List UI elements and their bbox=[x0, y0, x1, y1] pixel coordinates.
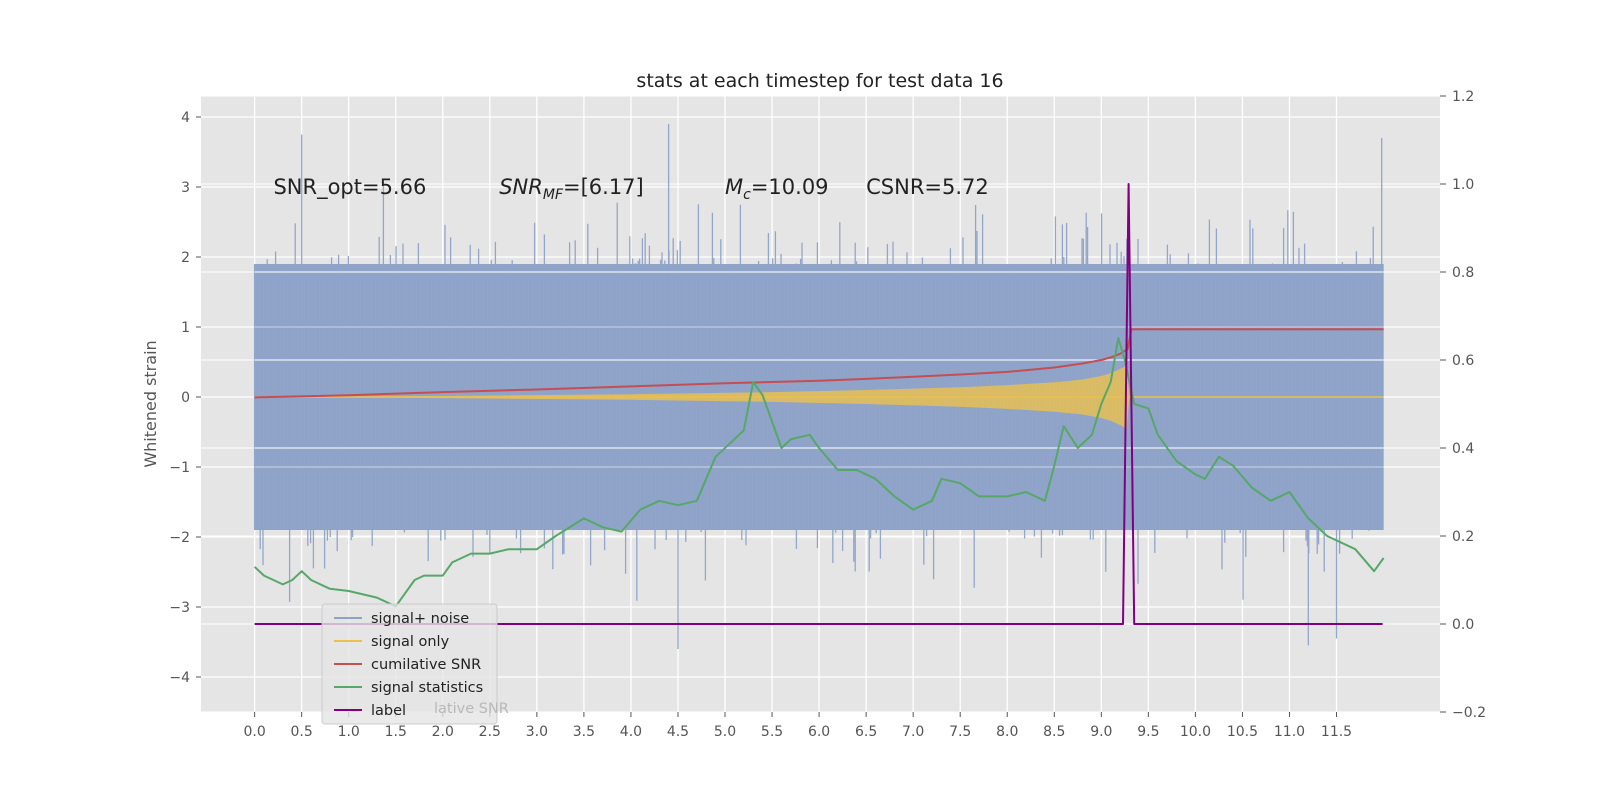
right-y-tick-label: 1.0 bbox=[1452, 177, 1474, 193]
y-tick-label: 2 bbox=[181, 250, 190, 266]
series-signal-only bbox=[254, 365, 1384, 429]
x-tick-label: 6.0 bbox=[808, 724, 830, 740]
legend-box bbox=[321, 603, 498, 725]
y-tick-label: 1 bbox=[181, 320, 190, 336]
x-tick-label: 6.5 bbox=[855, 724, 877, 740]
x-tick-label: 10.0 bbox=[1180, 724, 1211, 740]
annotation: SNRMF=[6.17] bbox=[499, 175, 644, 203]
annotation: CSNR=5.72 bbox=[866, 175, 989, 199]
x-tick-label: 2.0 bbox=[432, 724, 454, 740]
x-tick-label: 9.5 bbox=[1137, 724, 1159, 740]
right-y-tick-label: 1.2 bbox=[1452, 89, 1474, 105]
x-tick-label: 8.0 bbox=[996, 724, 1018, 740]
right-y-tick-label: 0.4 bbox=[1452, 441, 1474, 457]
right-y-tick-label: 0.8 bbox=[1452, 265, 1474, 281]
x-tick-label: 2.5 bbox=[479, 724, 501, 740]
series-cumilative-snr bbox=[254, 328, 1384, 399]
legend-label: cumilative SNR bbox=[371, 657, 481, 673]
annotations: SNR_opt=5.66 SNRMF=[6.17] Mc=10.09 CSNR=5.7… bbox=[273, 175, 988, 203]
x-tick-label: 9.0 bbox=[1090, 724, 1112, 740]
legend-label: signal only bbox=[371, 634, 450, 650]
x-tick-label: 0.0 bbox=[243, 724, 265, 740]
y-tick-label: −2 bbox=[169, 530, 190, 546]
annotation: Mc=10.09 bbox=[725, 175, 829, 203]
annotation: SNR_opt=5.66 bbox=[273, 175, 426, 200]
x-tick-label: 7.0 bbox=[902, 724, 924, 740]
y-tick-label: 4 bbox=[181, 110, 190, 126]
y-tick-label: −4 bbox=[169, 670, 190, 686]
x-tick-label: 11.5 bbox=[1321, 724, 1352, 740]
y-tick-label: 0 bbox=[181, 390, 190, 406]
right-y-tick-label: −0.2 bbox=[1452, 705, 1486, 721]
y-tick-label: 3 bbox=[181, 180, 190, 196]
x-tick-label: 3.5 bbox=[573, 724, 595, 740]
legend: lative SNR signal+ noise signal only cumila… bbox=[321, 603, 509, 725]
y-axis-label: Whitened strain bbox=[141, 340, 160, 467]
legend-label: signal statistics bbox=[371, 680, 483, 696]
x-tick-label: 4.5 bbox=[667, 724, 689, 740]
right-y-tick-label: 0.0 bbox=[1452, 617, 1474, 633]
legend-ghost-text: lative SNR bbox=[434, 701, 509, 717]
x-tick-label: 4.0 bbox=[620, 724, 642, 740]
x-tick-label: 3.0 bbox=[526, 724, 548, 740]
series-lines bbox=[253, 183, 1385, 625]
y-tick-label: −3 bbox=[169, 600, 190, 616]
x-tick-label: 7.5 bbox=[949, 724, 971, 740]
right-y-tick-label: 0.6 bbox=[1452, 353, 1474, 369]
legend-label: label bbox=[371, 703, 406, 719]
x-tick-label: 10.5 bbox=[1227, 724, 1258, 740]
x-tick-label: 1.0 bbox=[338, 724, 360, 740]
right-y-axis-ticks: 1.2 1.0 0.8 0.6 0.4 0.2 0.0 −0.2 bbox=[1440, 89, 1486, 721]
chart-title: stats at each timestep for test data 16 bbox=[636, 70, 1003, 92]
y-tick-label: −1 bbox=[169, 460, 190, 476]
x-tick-label: 0.5 bbox=[291, 724, 313, 740]
series-signal-statistics bbox=[253, 337, 1385, 608]
x-tick-label: 1.5 bbox=[385, 724, 407, 740]
x-axis-ticks: 0.0 0.5 1.0 1.5 2.0 2.5 3.0 3.5 4.0 4.5 5.0 5.5 6.0 6… bbox=[243, 712, 1352, 740]
x-tick-label: 11.0 bbox=[1274, 724, 1305, 740]
x-tick-label: 5.0 bbox=[714, 724, 736, 740]
series-label bbox=[254, 183, 1383, 625]
right-y-tick-label: 0.2 bbox=[1452, 529, 1474, 545]
legend-label: signal+ noise bbox=[371, 611, 469, 627]
x-tick-label: 5.5 bbox=[761, 724, 783, 740]
y-axis-ticks: 4 3 2 1 0 −1 −2 −3 −4 bbox=[169, 110, 201, 686]
x-tick-label: 8.5 bbox=[1043, 724, 1065, 740]
